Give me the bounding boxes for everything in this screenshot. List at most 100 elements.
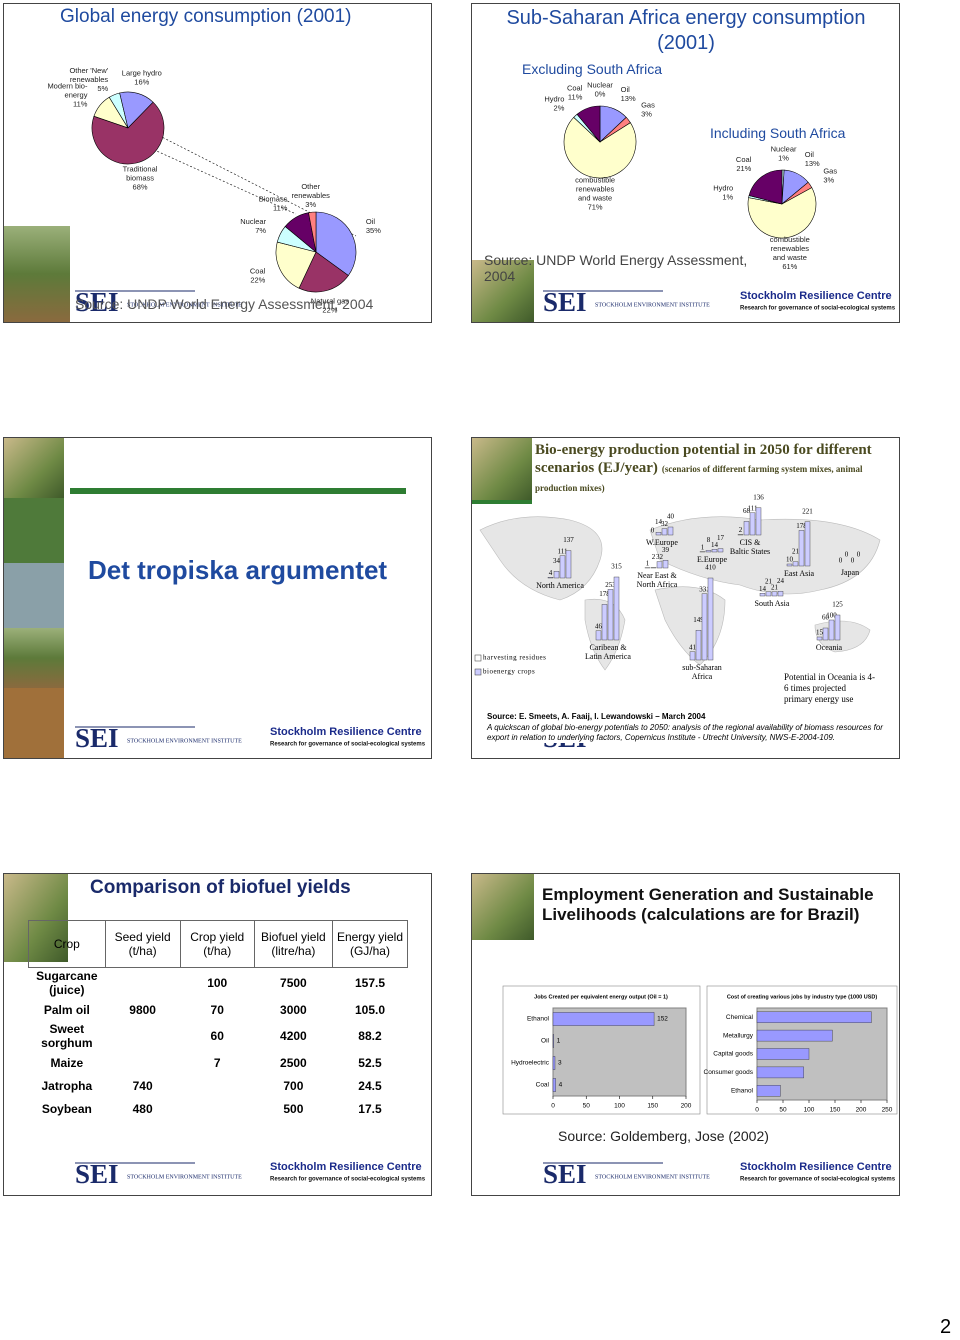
pie-slice: [563, 116, 637, 179]
pie-label: Biomass: [259, 194, 288, 203]
map-bar-label: 60: [822, 614, 830, 622]
bar: [552, 1078, 556, 1092]
map-bar: [834, 614, 841, 641]
pie-value-label: 22%: [322, 306, 337, 315]
map-bar: [701, 593, 708, 661]
map-bar: [711, 549, 718, 553]
bar: [552, 1034, 554, 1048]
bar: [552, 1056, 556, 1070]
pie-label: Oil: [621, 85, 631, 94]
cell: [105, 968, 180, 999]
bar: [756, 1048, 810, 1060]
map-bar-label: 39: [662, 546, 670, 554]
pie-value-label: 3%: [823, 175, 834, 184]
x-tick-label: 200: [681, 1103, 692, 1110]
x-tick-label: 250: [882, 1107, 893, 1114]
pie-label: Nuclear: [771, 145, 797, 154]
pie-label: combustible: [770, 235, 810, 244]
cell: 52.5: [358, 1055, 382, 1070]
logo-institute: STOCKHOLM ENVIRONMENT INSTITUTE: [595, 302, 710, 308]
data-label: 3: [558, 1060, 562, 1067]
map-bar: [749, 512, 756, 536]
cell: 7: [213, 1055, 221, 1070]
map-bar: [547, 577, 554, 579]
map-bar-label: 0: [651, 527, 655, 535]
pie-label: combustible: [575, 175, 615, 184]
photo: [4, 498, 64, 563]
page-number: 2: [940, 1316, 952, 1338]
logo-institute: STOCKHOLM ENVIRONMENT INSTITUTE: [127, 1174, 242, 1180]
pie-value-label: 3%: [305, 200, 316, 209]
source: Source: Goldemberg, Jose (2002): [558, 1128, 769, 1144]
footer-centre: Stockholm Resilience Centre: [270, 726, 422, 738]
x-tick-label: 0: [755, 1107, 759, 1114]
map-bar: [601, 604, 608, 641]
source: Source: E. Smeets, A. Faaij, I. Lewandow…: [487, 712, 706, 721]
footer-tagline: Research for governance of social-ecolog…: [270, 1177, 426, 1183]
cell: 88.2: [358, 1029, 382, 1043]
category-label: Metallurgy: [723, 1032, 754, 1039]
map-bar: [804, 521, 811, 567]
pie-value-label: 16%: [134, 77, 149, 86]
map-bar-label: 40: [667, 513, 675, 521]
map-bar-label: 1: [646, 559, 650, 567]
slide-frame: [3, 873, 432, 1196]
row: Sweet sorghum 60 4200 88.2: [29, 1021, 408, 1051]
header-cell: Crop: [28, 920, 106, 968]
map-bar-label: 15: [816, 629, 824, 637]
data-label: 152: [657, 1016, 668, 1023]
bar: [552, 1012, 655, 1026]
logo: SEI: [75, 287, 119, 317]
connector: [149, 147, 297, 215]
chart-title: Cost of creating various jobs by industr…: [727, 994, 878, 1000]
map-bar: [695, 630, 702, 661]
pie-value-label: 13%: [621, 94, 636, 103]
map-bar-label: 32: [656, 553, 664, 561]
footer-centre: Stockholm Resilience Centre: [740, 290, 892, 302]
region-label: E.Europe: [697, 555, 727, 564]
photo: [4, 226, 70, 322]
map-bar: [777, 591, 784, 597]
region-label: CIS &: [740, 538, 761, 547]
pie-slice: [576, 105, 601, 143]
pie-value-label: 1%: [722, 193, 733, 202]
map-bar: [595, 630, 602, 641]
pie-value-label: 5%: [97, 84, 108, 93]
bar: [756, 1029, 833, 1042]
map-bar: [655, 532, 662, 536]
pie-label: renewables: [292, 191, 331, 200]
map-bar: [755, 507, 762, 536]
photo: [4, 688, 64, 758]
legend-swatch: [474, 668, 482, 676]
photo: [472, 874, 534, 940]
logo: SEI: [75, 723, 119, 753]
footer-tagline: Research for governance of social-ecolog…: [740, 306, 896, 312]
continent: [479, 516, 603, 601]
map-bar: [786, 563, 793, 567]
map-bar-label: 41: [689, 643, 697, 651]
slide-title: Det tropiska argumentet: [88, 555, 388, 585]
subtitle-text: (scenarios of different farming system m…: [535, 464, 863, 493]
cell: Jatropha: [41, 1078, 93, 1093]
map-bar: [662, 560, 669, 569]
map-bar-label: 410: [705, 564, 716, 572]
footer-centre: Stockholm Resilience Centre: [740, 1161, 892, 1173]
cell: 7500: [280, 976, 307, 990]
map-bar-label: 0: [851, 557, 855, 565]
header-cell: Seed yield (t/ha): [104, 920, 181, 968]
pie-label: Other 'New': [69, 66, 108, 75]
pie-label: Oil: [805, 150, 815, 159]
slide-title: Employment Generation and Sustainable Li…: [542, 885, 874, 924]
cell: Palm oil: [43, 1002, 90, 1017]
footer-centre: Stockholm Resilience Centre: [270, 1161, 422, 1173]
map-bar-label: 221: [802, 507, 813, 515]
map-bar: [798, 530, 805, 567]
pie-label: Oil: [366, 217, 376, 226]
data-label: 1: [557, 1038, 561, 1045]
photo: [472, 260, 534, 322]
legend-label: bioenergy crops: [483, 668, 535, 676]
map-bar-label: 2: [652, 553, 656, 561]
map-bar-label: 2: [739, 526, 743, 534]
logo-institute: STOCKHOLM ENVIRONMENT INSTITUTE: [127, 738, 242, 744]
